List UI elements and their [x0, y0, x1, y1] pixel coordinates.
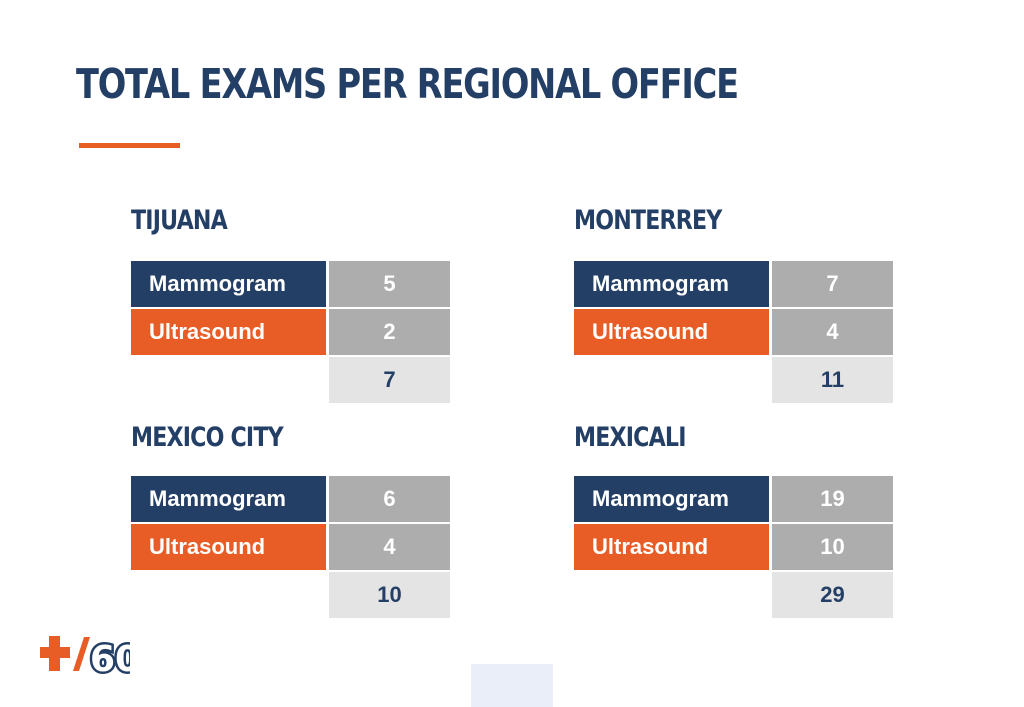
mammogram-label: Mammogram — [131, 261, 326, 307]
mammogram-count: 7 — [772, 261, 893, 307]
ultrasound-label: Ultrasound — [131, 309, 326, 355]
mammogram-label: Mammogram — [574, 476, 769, 522]
mammogram-count: 6 — [329, 476, 450, 522]
total-count: 7 — [329, 357, 450, 403]
total-count: 29 — [772, 572, 893, 618]
office-name: MONTERREY — [574, 205, 722, 236]
ultrasound-label: Ultrasound — [574, 524, 769, 570]
ultrasound-count: 2 — [329, 309, 450, 355]
office-name: MEXICO CITY — [131, 422, 284, 453]
office-card-monterrey: MONTERREY Mammogram 7 Ultrasound 4 11 — [574, 205, 904, 403]
mammogram-count: 5 — [329, 261, 450, 307]
mammogram-label: Mammogram — [574, 261, 769, 307]
page-title: TOTAL EXAMS PER REGIONAL OFFICE — [76, 60, 739, 108]
mammogram-count: 19 — [772, 476, 893, 522]
ultrasound-count: 10 — [772, 524, 893, 570]
total-count: 11 — [772, 357, 893, 403]
office-name: TIJUANA — [131, 205, 228, 236]
office-card-mexicali: MEXICALI Mammogram 19 Ultrasound 10 29 — [574, 422, 904, 618]
logo-text: 60 — [90, 639, 130, 674]
ultrasound-label: Ultrasound — [574, 309, 769, 355]
total-count: 10 — [329, 572, 450, 618]
mammogram-label: Mammogram — [131, 476, 326, 522]
ultrasound-count: 4 — [772, 309, 893, 355]
slide-footer-box — [471, 664, 553, 707]
office-card-tijuana: TIJUANA Mammogram 5 Ultrasound 2 7 — [131, 205, 461, 403]
office-name: MEXICALI — [574, 422, 686, 453]
plus-60-logo-icon: 60 — [40, 634, 143, 683]
office-card-mexico-city: MEXICO CITY Mammogram 6 Ultrasound 4 10 — [131, 422, 461, 618]
ultrasound-count: 4 — [329, 524, 450, 570]
title-underline — [79, 143, 180, 148]
ultrasound-label: Ultrasound — [131, 524, 326, 570]
